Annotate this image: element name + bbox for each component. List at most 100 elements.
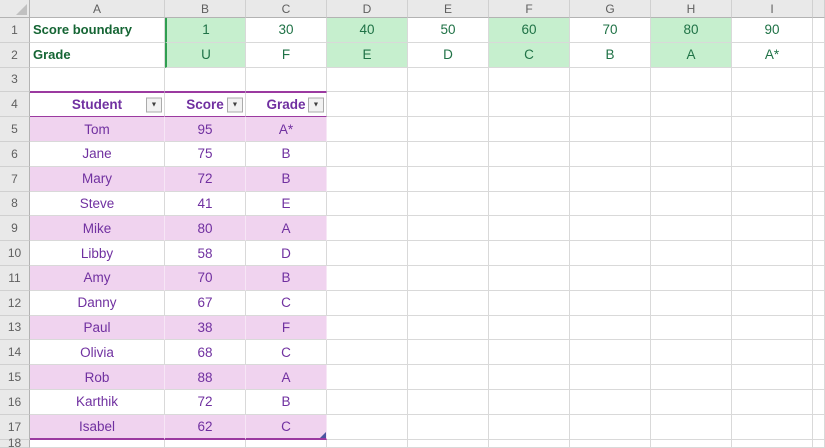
cell-I13[interactable]: [732, 315, 813, 341]
cell-I12[interactable]: [732, 290, 813, 316]
cell-E3[interactable]: [408, 67, 489, 93]
cell-A8[interactable]: Steve: [30, 191, 165, 217]
cell-J12-partial[interactable]: [813, 290, 825, 316]
cell-F6[interactable]: [489, 141, 570, 167]
cell-D17[interactable]: [327, 414, 408, 440]
cell-A16[interactable]: Karthik: [30, 389, 165, 415]
cell-E17[interactable]: [408, 414, 489, 440]
cell-G1[interactable]: 70: [570, 18, 651, 43]
row-header-6[interactable]: 6: [0, 141, 30, 167]
cell-H4[interactable]: [651, 92, 732, 118]
cell-I8[interactable]: [732, 191, 813, 217]
row-header-12[interactable]: 12: [0, 290, 30, 316]
row-header-5[interactable]: 5: [0, 117, 30, 142]
cell-A13[interactable]: Paul: [30, 315, 165, 341]
row-header-2[interactable]: 2: [0, 42, 30, 68]
column-header-G[interactable]: G: [570, 0, 651, 18]
cell-C7[interactable]: B: [246, 166, 327, 192]
cell-B10[interactable]: 58: [165, 241, 246, 266]
cell-D4[interactable]: [327, 92, 408, 118]
cell-H8[interactable]: [651, 191, 732, 217]
cell-I18[interactable]: [732, 439, 813, 448]
cell-I10[interactable]: [732, 241, 813, 266]
row-header-1[interactable]: 1: [0, 18, 30, 43]
cell-C11[interactable]: B: [246, 265, 327, 291]
cell-B15[interactable]: 88: [165, 365, 246, 390]
cell-D12[interactable]: [327, 290, 408, 316]
cell-G18[interactable]: [570, 439, 651, 448]
cell-F2[interactable]: C: [489, 42, 570, 68]
cell-B3[interactable]: [165, 67, 246, 93]
cell-C18[interactable]: [246, 439, 327, 448]
row-header-17[interactable]: 17: [0, 414, 30, 440]
cell-H5[interactable]: [651, 117, 732, 142]
cell-B5[interactable]: 95: [165, 117, 246, 142]
cell-D10[interactable]: [327, 241, 408, 266]
cell-I4[interactable]: [732, 92, 813, 118]
cell-F16[interactable]: [489, 389, 570, 415]
cell-F7[interactable]: [489, 166, 570, 192]
cell-C17[interactable]: C: [246, 414, 327, 440]
cell-G11[interactable]: [570, 265, 651, 291]
cell-E4[interactable]: [408, 92, 489, 118]
cell-H9[interactable]: [651, 216, 732, 242]
cell-I5[interactable]: [732, 117, 813, 142]
cell-G5[interactable]: [570, 117, 651, 142]
column-header-E[interactable]: E: [408, 0, 489, 18]
cell-E16[interactable]: [408, 389, 489, 415]
cell-A3[interactable]: [30, 67, 165, 93]
cell-D16[interactable]: [327, 389, 408, 415]
cell-J7-partial[interactable]: [813, 166, 825, 192]
cell-B12[interactable]: 67: [165, 290, 246, 316]
cell-J14-partial[interactable]: [813, 340, 825, 366]
cell-A2[interactable]: Grade: [30, 42, 165, 68]
column-header-D[interactable]: D: [327, 0, 408, 18]
cell-A15[interactable]: Rob: [30, 365, 165, 390]
cell-C13[interactable]: F: [246, 315, 327, 341]
cell-D5[interactable]: [327, 117, 408, 142]
cell-I11[interactable]: [732, 265, 813, 291]
row-header-18[interactable]: 18: [0, 436, 30, 448]
column-header-F[interactable]: F: [489, 0, 570, 18]
cell-I14[interactable]: [732, 340, 813, 366]
cell-I6[interactable]: [732, 141, 813, 167]
cell-F11[interactable]: [489, 265, 570, 291]
cell-B13[interactable]: 38: [165, 315, 246, 341]
row-header-10[interactable]: 10: [0, 241, 30, 266]
row-header-11[interactable]: 11: [0, 265, 30, 291]
cell-H11[interactable]: [651, 265, 732, 291]
row-header-9[interactable]: 9: [0, 216, 30, 242]
row-header-16[interactable]: 16: [0, 389, 30, 415]
cell-H7[interactable]: [651, 166, 732, 192]
cell-E5[interactable]: [408, 117, 489, 142]
cell-J8-partial[interactable]: [813, 191, 825, 217]
cell-J5-partial[interactable]: [813, 117, 825, 142]
cell-A18[interactable]: [30, 439, 165, 448]
cell-A5[interactable]: Tom: [30, 117, 165, 142]
row-header-7[interactable]: 7: [0, 166, 30, 192]
cell-B8[interactable]: 41: [165, 191, 246, 217]
cell-E13[interactable]: [408, 315, 489, 341]
cell-C9[interactable]: A: [246, 216, 327, 242]
cell-E9[interactable]: [408, 216, 489, 242]
cell-E12[interactable]: [408, 290, 489, 316]
cell-B6[interactable]: 75: [165, 141, 246, 167]
cell-J2-partial[interactable]: [813, 42, 825, 68]
column-header-B[interactable]: B: [165, 0, 246, 18]
cell-H12[interactable]: [651, 290, 732, 316]
cell-F13[interactable]: [489, 315, 570, 341]
cell-I15[interactable]: [732, 365, 813, 390]
cell-F4[interactable]: [489, 92, 570, 118]
cell-B11[interactable]: 70: [165, 265, 246, 291]
cell-J6-partial[interactable]: [813, 141, 825, 167]
cell-A11[interactable]: Amy: [30, 265, 165, 291]
cell-B4[interactable]: Score ▼: [165, 92, 246, 118]
cell-J16-partial[interactable]: [813, 389, 825, 415]
table-resize-handle[interactable]: [320, 431, 326, 438]
cell-H13[interactable]: [651, 315, 732, 341]
cell-H1[interactable]: 80: [651, 18, 732, 43]
cell-F9[interactable]: [489, 216, 570, 242]
cell-C14[interactable]: C: [246, 340, 327, 366]
cell-D8[interactable]: [327, 191, 408, 217]
cell-H6[interactable]: [651, 141, 732, 167]
